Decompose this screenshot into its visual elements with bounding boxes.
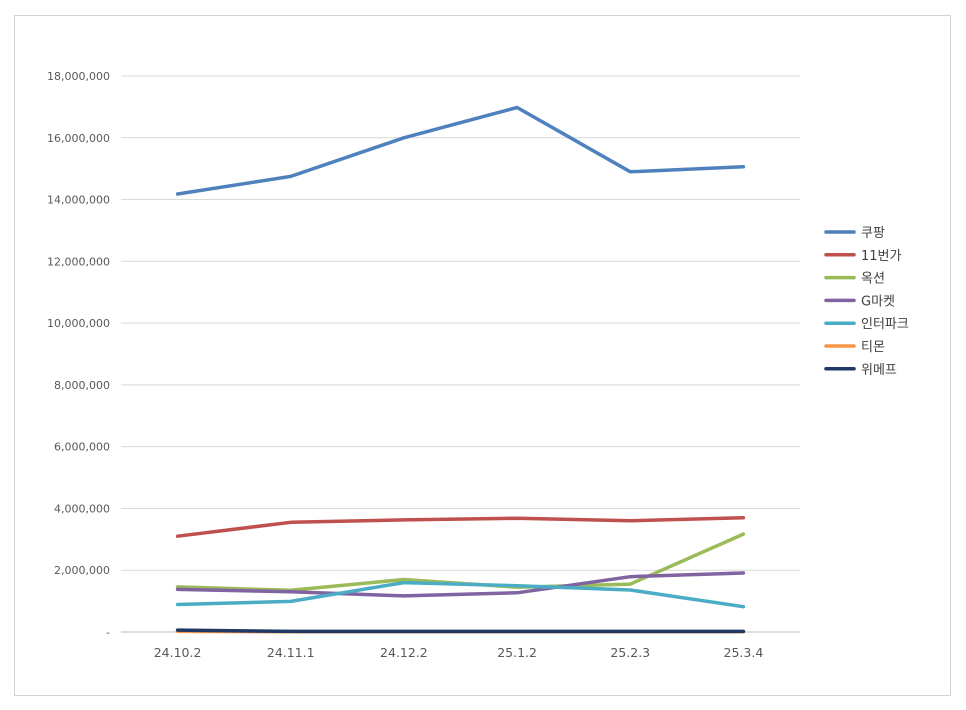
- gridlines: [121, 75, 800, 633]
- chart-frame: [14, 15, 951, 696]
- series-lines: [175, 105, 746, 634]
- y-tick-label: 10,000,000: [47, 317, 110, 330]
- series-line-1: [175, 515, 746, 538]
- x-tick-label: 24.10.2: [154, 645, 202, 660]
- y-tick-label: 14,000,000: [47, 194, 110, 207]
- y-tick-label: 8,000,000: [54, 379, 110, 392]
- x-axis-ticks: 24.10.2 24.11.1 24.12.2 25.1.2 25.2.3 25.3.4: [154, 645, 764, 660]
- x-tick-label: 24.11.1: [267, 645, 315, 660]
- series-line-3: [175, 571, 746, 598]
- x-tick-label: 24.12.2: [380, 645, 428, 660]
- y-tick-label: -: [106, 626, 110, 639]
- y-tick-label: 18,000,000: [47, 70, 110, 83]
- series-line-4: [175, 580, 746, 609]
- y-tick-label: 6,000,000: [54, 441, 110, 454]
- legend-label: 쿠팡: [861, 226, 885, 241]
- legend-label: 티몬: [861, 340, 885, 355]
- series-line-6: [175, 628, 746, 634]
- y-tick-label: 4,000,000: [54, 502, 110, 515]
- legend-label: G마켓: [861, 294, 895, 309]
- x-tick-label: 25.3.4: [724, 645, 764, 660]
- y-tick-label: 12,000,000: [47, 255, 110, 268]
- legend-label: 11번가: [861, 249, 902, 264]
- x-tick-label: 25.1.2: [497, 645, 537, 660]
- y-tick-label: 2,000,000: [54, 564, 110, 577]
- y-tick-label: 16,000,000: [47, 132, 110, 145]
- x-tick-label: 25.2.3: [610, 645, 650, 660]
- series-line-0: [175, 105, 746, 196]
- legend-label: 인터파크: [861, 317, 909, 332]
- legend-label: 옥션: [861, 272, 885, 287]
- legend-label: 위메프: [861, 363, 897, 378]
- series-line-2: [175, 532, 746, 593]
- y-axis-ticks: - 2,000,000 4,000,000 6,000,000 8,000,000 10,…: [47, 70, 110, 639]
